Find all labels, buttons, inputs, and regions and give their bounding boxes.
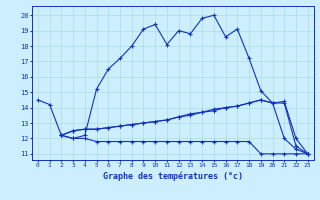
X-axis label: Graphe des températures (°c): Graphe des températures (°c) xyxy=(103,171,243,181)
